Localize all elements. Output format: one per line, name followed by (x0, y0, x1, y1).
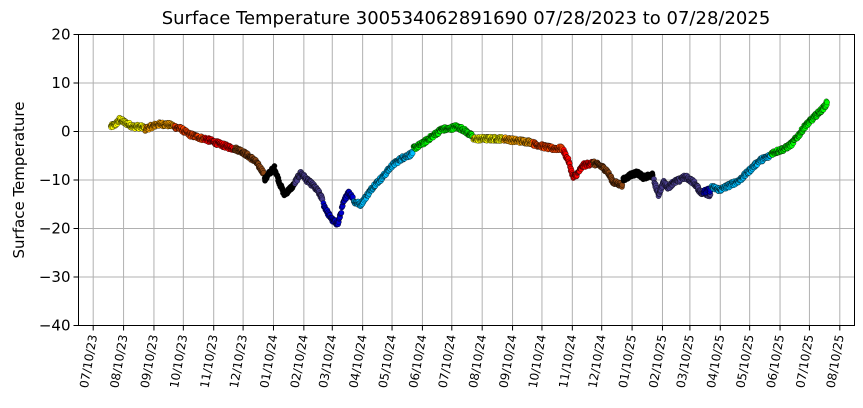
y-tick-label: 0 (61, 123, 71, 141)
y-axis-ticks: 20 10 0 −10 −20 −30 −40 (39, 26, 79, 335)
data-series-group (650, 175, 683, 199)
data-series (108, 98, 830, 228)
y-tick-label: 10 (51, 74, 70, 92)
y-tick-label: −10 (39, 171, 71, 189)
y-tick-label: −40 (39, 317, 71, 335)
data-series-group (410, 122, 476, 152)
data-series-group (700, 185, 714, 196)
data-series-group (292, 169, 326, 203)
data-point (409, 150, 416, 157)
y-tick-label: 20 (51, 26, 70, 44)
data-series-group (261, 163, 297, 199)
data-series-group (590, 158, 626, 190)
chart-title: Surface Temperature 300534062891690 07/2… (162, 8, 771, 29)
grid (78, 34, 855, 326)
data-series-group (231, 144, 267, 177)
data-series-group (560, 146, 595, 181)
data-series-group (708, 152, 774, 194)
y-tick-label: −30 (39, 268, 71, 286)
data-series-group (320, 188, 356, 228)
data-series-group (108, 114, 147, 132)
y-axis-label: Surface Temperature (10, 102, 28, 259)
data-series-group (768, 98, 830, 158)
data-series-group (470, 133, 506, 144)
y-tick-label: −20 (39, 220, 71, 238)
data-series-group (620, 168, 656, 184)
data-point (338, 210, 345, 216)
data-series-group (351, 148, 416, 209)
data-point (824, 99, 830, 106)
